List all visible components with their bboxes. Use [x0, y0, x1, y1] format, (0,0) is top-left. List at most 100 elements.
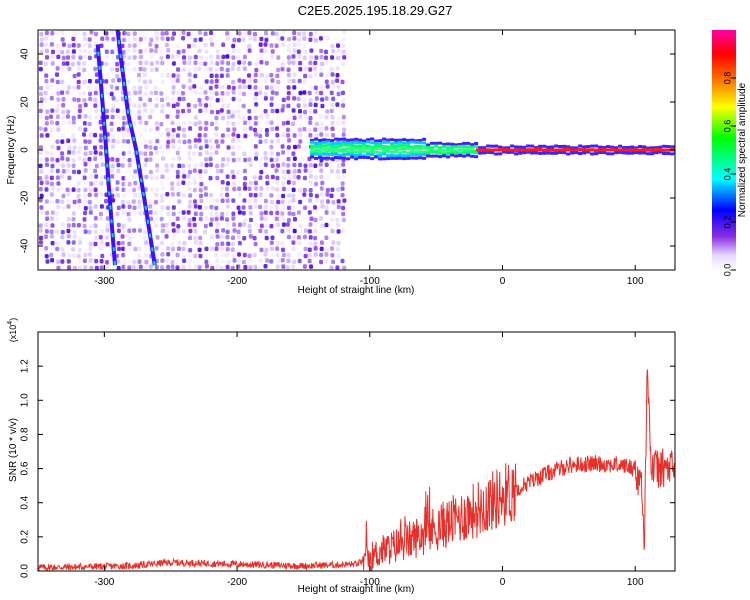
spectrogram-cell — [220, 198, 225, 203]
spectrogram-cell — [331, 240, 336, 245]
spectrogram-cell — [71, 157, 76, 163]
spectrogram-cell — [177, 145, 182, 151]
spectrogram-cell — [313, 246, 318, 251]
spectrogram-cell — [45, 150, 50, 155]
spectrogram-cell — [220, 139, 225, 144]
spectrogram-cell — [302, 157, 307, 162]
spectrogram-cell — [127, 163, 132, 168]
spectrogram-cell — [61, 42, 66, 47]
spectrogram-cell — [302, 126, 307, 132]
spectrogram-cell — [110, 187, 115, 193]
spectrogram-cell — [269, 139, 274, 144]
spectrogram-cell — [291, 205, 296, 210]
spectrogram-cell — [89, 30, 94, 35]
spectrogram-cell — [506, 150, 511, 154]
spectrogram-cell — [215, 258, 220, 264]
spectrogram-cell — [236, 138, 241, 143]
spectrogram-cell — [225, 133, 230, 139]
spectrogram-cell — [402, 154, 407, 158]
spectrogram-cell — [93, 103, 98, 108]
spectrogram-cell — [127, 204, 132, 210]
spectrogram-cell — [275, 175, 280, 181]
spectrogram-cell — [39, 133, 44, 138]
spectrogram-cell — [269, 54, 274, 59]
spectrogram-cell — [214, 150, 219, 155]
spectrogram-cell — [418, 153, 423, 157]
spectrogram-cell — [225, 67, 230, 73]
spectrogram-cell — [265, 186, 270, 191]
spectrogram-cell — [116, 114, 121, 120]
spectrogram-cell — [303, 109, 307, 115]
spectrogram-cell — [314, 142, 319, 145]
spectrogram-cell — [160, 36, 165, 41]
spectrogram-cell — [160, 234, 165, 240]
spectrogram-cell — [100, 36, 105, 41]
spectrogram-cell — [390, 154, 395, 158]
spectrogram-cell — [126, 31, 131, 37]
spectrogram-cell — [76, 181, 81, 186]
spectrogram-cell — [104, 264, 109, 269]
y-tick-label: 0.0 — [20, 564, 31, 578]
spectrogram-cell — [269, 246, 274, 251]
spectrogram-cell — [160, 150, 165, 155]
spectrogram-cell — [276, 199, 281, 205]
spectrogram-cell — [308, 133, 313, 138]
spectrogram-cell — [56, 127, 61, 132]
spectrogram-cell — [402, 141, 407, 145]
spectrogram-cell — [138, 66, 143, 72]
spectrogram-cell — [166, 72, 171, 78]
spectrogram-cell — [122, 228, 127, 233]
spectrogram-cell — [291, 180, 296, 186]
spectrogram-cell — [187, 151, 191, 156]
spectrogram-cell — [166, 48, 171, 53]
spectrogram-cell — [329, 265, 334, 270]
spectrogram-cell — [199, 61, 204, 67]
spectrogram-cell — [646, 146, 651, 150]
spectrogram-cell — [414, 146, 419, 150]
spectrogram-cell — [254, 67, 259, 73]
spectrogram-cell — [137, 186, 142, 191]
spectrogram-cell — [342, 143, 347, 147]
spectrogram-cell — [406, 151, 411, 155]
spectrogram-cell — [254, 61, 259, 66]
spectrogram-cell — [38, 108, 43, 114]
spectrogram-cell — [326, 156, 331, 160]
spectrogram-cell — [121, 187, 126, 192]
spectrogram-cell — [188, 248, 193, 253]
spectrogram-cell — [265, 73, 270, 79]
spectrogram-cell — [193, 228, 198, 234]
spectrogram-cell — [219, 234, 224, 239]
spectrogram-cell — [558, 151, 563, 154]
spectrogram-cell — [65, 187, 70, 192]
spectrogram-cell — [209, 30, 213, 36]
spectrogram-cell — [231, 211, 236, 216]
spectrogram-cell — [298, 139, 303, 144]
spectrogram-cell — [281, 30, 286, 35]
spectrogram-cell — [176, 246, 181, 251]
spectrogram-cell — [38, 60, 43, 66]
spectrogram-cell — [382, 150, 387, 154]
spectrogram-cell — [182, 120, 187, 126]
spectrogram-cell — [60, 259, 65, 264]
spectrogram-cell — [253, 121, 258, 126]
spectrogram-cell — [318, 156, 323, 160]
spectrogram-cell — [236, 234, 241, 240]
spectrogram-cell — [132, 55, 137, 60]
spectrogram-cell — [482, 151, 487, 155]
spectrogram-cell — [236, 109, 241, 114]
spectrogram-cell — [199, 162, 204, 167]
spectrogram-cell — [270, 252, 275, 258]
spectrogram-cell — [77, 126, 82, 131]
y-tick-label: 0.8 — [20, 427, 31, 441]
spectrogram-cell — [220, 180, 225, 185]
spectrogram-cell — [38, 91, 43, 97]
spectrogram-cell — [324, 79, 329, 84]
spectrogram-cell — [276, 36, 281, 42]
colorbar-tick-label: 0.2 — [722, 216, 732, 229]
spectrogram-cell — [149, 61, 154, 66]
spectrogram-cell — [442, 152, 447, 156]
x-tick-label: 100 — [627, 577, 644, 588]
spectrogram-cell — [198, 187, 203, 193]
spectrogram-cell — [98, 235, 103, 240]
spectrogram-cell — [121, 151, 126, 156]
